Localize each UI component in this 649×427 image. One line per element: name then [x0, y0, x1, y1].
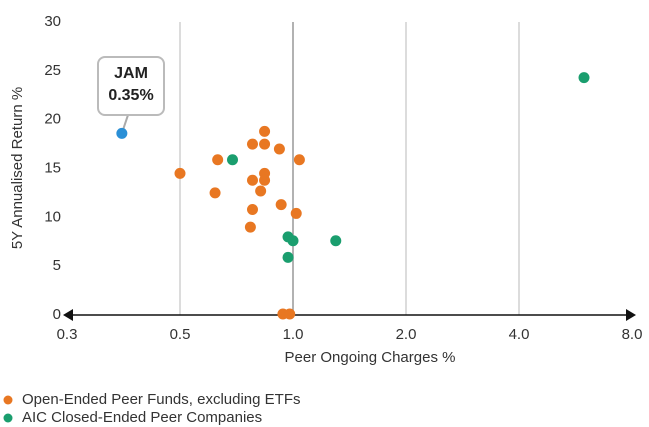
legend-marker — [3, 413, 13, 423]
y-tick-label: 10 — [44, 208, 61, 225]
data-point — [227, 154, 239, 166]
data-point — [290, 207, 302, 219]
x-tick-label: 4.0 — [509, 326, 530, 343]
axis-arrow — [63, 309, 73, 321]
data-point — [275, 199, 287, 211]
data-point — [246, 138, 258, 150]
y-tick-label: 0 — [53, 306, 61, 323]
legend-label: AIC Closed-Ended Peer Companies — [22, 409, 262, 426]
data-point — [209, 187, 221, 199]
axis-arrow — [626, 309, 636, 321]
y-tick-label: 30 — [44, 13, 61, 30]
data-point — [330, 235, 342, 247]
data-point — [273, 143, 285, 155]
legend-marker — [3, 395, 13, 405]
data-point — [116, 127, 128, 139]
annotation-text: JAM — [114, 65, 148, 82]
y-tick-label: 5 — [53, 257, 61, 274]
y-tick-label: 15 — [44, 159, 61, 176]
data-point — [255, 185, 267, 197]
x-tick-label: 2.0 — [396, 326, 417, 343]
data-point — [246, 174, 258, 186]
data-point — [246, 204, 258, 216]
y-tick-label: 20 — [44, 111, 61, 128]
data-point — [174, 167, 186, 179]
legend-label: Open-Ended Peer Funds, excluding ETFs — [22, 391, 300, 408]
data-point — [282, 251, 294, 263]
x-tick-label: 0.5 — [170, 326, 191, 343]
data-point — [284, 308, 296, 320]
y-tick-label: 25 — [44, 62, 61, 79]
data-point — [259, 174, 271, 186]
data-point — [259, 138, 271, 150]
data-point — [293, 154, 305, 166]
y-axis-label: 5Y Annualised Return % — [9, 87, 26, 249]
x-tick-label: 1.0 — [283, 326, 304, 343]
data-point — [212, 154, 224, 166]
x-tick-label: 8.0 — [622, 326, 643, 343]
annotation-text: 0.35% — [108, 87, 153, 104]
x-tick-label: 0.3 — [57, 326, 78, 343]
data-point — [287, 235, 299, 247]
data-point — [259, 125, 271, 137]
x-axis-label: Peer Ongoing Charges % — [285, 349, 456, 366]
data-point — [244, 221, 256, 233]
data-point — [578, 72, 590, 84]
annotation-box — [97, 56, 165, 116]
